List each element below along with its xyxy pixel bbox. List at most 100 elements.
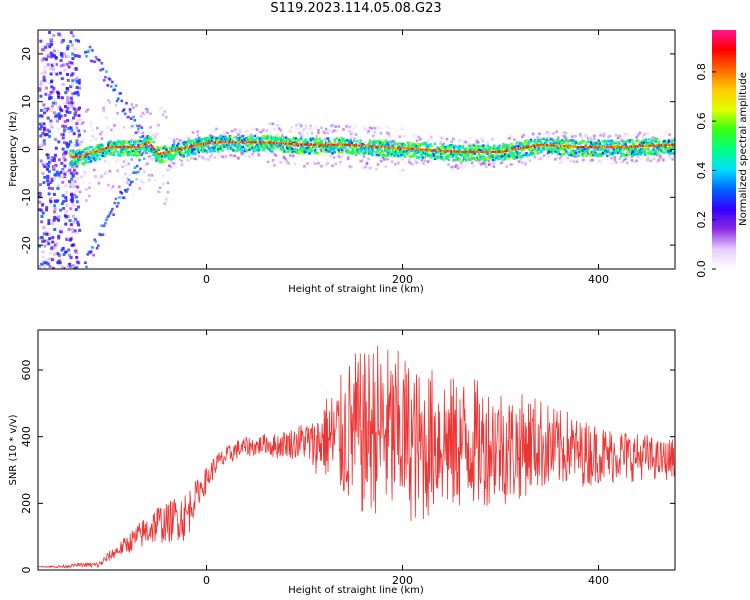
spectrogram-cell	[290, 147, 293, 150]
spectrogram-cell	[672, 147, 675, 150]
spectrogram-cell	[495, 156, 498, 159]
spectrogram-cell	[72, 174, 76, 178]
spectrogram-cell	[84, 51, 87, 54]
spectrogram-cell	[71, 165, 75, 168]
spectrogram-cell	[442, 158, 445, 161]
spectrogram-peak	[352, 144, 355, 147]
spectrogram-cell	[333, 151, 336, 154]
spectrogram-cell	[483, 155, 486, 159]
spectrogram-peak	[204, 142, 207, 145]
spectrogram-cell	[51, 267, 55, 269]
spectrogram-cell	[50, 80, 53, 84]
spectrogram-peak	[433, 149, 436, 152]
spectrogram-cell	[646, 152, 649, 155]
spectrogram-cell	[257, 153, 261, 157]
spectrogram-cell	[559, 141, 563, 145]
spectrogram-peak	[242, 141, 245, 144]
spectrogram-cell	[670, 141, 674, 145]
spectrogram-cell	[529, 140, 533, 143]
spectrogram-peak	[337, 143, 340, 146]
spectrogram-cell	[80, 151, 83, 154]
spectrogram-cell	[492, 165, 496, 169]
spectrogram-cell	[238, 136, 241, 140]
spectrogram-cell	[77, 114, 81, 118]
spectrogram-cell	[97, 147, 100, 150]
spectrogram-cell	[509, 153, 512, 156]
spectrogram-cell	[292, 136, 295, 140]
spectrogram-cell	[612, 148, 616, 151]
spectrogram-cell	[236, 136, 239, 140]
spectrogram-cell	[510, 143, 513, 146]
spectrogram-peak	[629, 145, 632, 148]
spectrogram-cell	[621, 144, 624, 147]
spectrogram-peak	[570, 145, 573, 148]
spectrogram-cell	[413, 143, 416, 146]
spectrogram-cell	[628, 140, 632, 143]
spectrogram-cell	[532, 140, 536, 143]
spectrogram-peak	[290, 142, 293, 145]
spectrogram-cell	[662, 158, 665, 162]
spectrogram-cell	[62, 141, 66, 145]
spectrogram-cell	[379, 159, 383, 163]
spectrogram-peak	[429, 148, 432, 151]
spectrogram-peak	[347, 143, 350, 146]
spectrogram-peak	[405, 147, 408, 150]
spectrogram-cell	[306, 133, 309, 136]
spectrogram-cell	[503, 153, 507, 156]
spectrogram-peak	[276, 142, 279, 144]
spectrogram-peak	[124, 146, 127, 149]
spectrogram-cell	[565, 150, 568, 153]
spectrogram-cell	[337, 146, 341, 149]
spectrogram-cell	[77, 223, 81, 227]
spectrogram-cell	[105, 116, 108, 120]
spectrogram-cell	[54, 153, 57, 157]
spectrogram-cell	[108, 78, 112, 81]
spectrogram-cell	[459, 161, 463, 164]
spectrogram-peak	[476, 150, 479, 153]
spectrogram-cell	[73, 229, 77, 233]
spectrogram-cell	[93, 156, 96, 160]
spectrogram-peak	[487, 150, 490, 153]
spectrogram-cell	[64, 222, 68, 226]
spectrogram-peak	[391, 146, 394, 149]
spectrogram-cell	[61, 247, 65, 250]
spectrogram-cell	[109, 85, 113, 88]
spectrogram-cell	[645, 148, 648, 151]
spectrogram-cell	[71, 79, 75, 83]
spectrogram-cell	[516, 158, 519, 161]
spectrogram-cell	[458, 147, 461, 150]
spectrogram-cell	[513, 138, 516, 141]
spectrogram-cell	[312, 152, 315, 155]
spectrogram-cell	[359, 141, 362, 145]
spectrogram-cell	[205, 157, 209, 161]
spectrogram-cell	[110, 148, 113, 151]
spectrogram-cell	[642, 141, 646, 144]
spectrogram-cell	[271, 122, 275, 126]
spectrogram-cell	[49, 119, 53, 123]
spectrogram-cell	[314, 162, 317, 165]
spectrogram-peak	[406, 147, 409, 150]
spectrogram-cell	[193, 157, 196, 160]
spectrogram-cell	[284, 157, 287, 161]
spectrogram-cell	[216, 139, 219, 143]
spectrogram-cell	[96, 154, 99, 157]
spectrogram-cell	[521, 155, 524, 159]
spectrogram-cell	[147, 155, 151, 158]
spectrogram-cell	[306, 162, 309, 165]
spectrogram-peak	[454, 150, 457, 153]
spectrogram-cell	[375, 167, 378, 171]
spectrogram-peak	[518, 147, 521, 150]
spectrogram-cell	[112, 153, 115, 156]
spectrogram-peak	[655, 144, 658, 147]
spectrogram-cell	[39, 134, 43, 138]
spectrogram-cell	[85, 265, 88, 269]
spectrogram-cell	[510, 135, 513, 138]
spectrogram-cell	[556, 147, 559, 150]
spectrogram-cell	[109, 210, 113, 213]
spectrogram-cell	[146, 110, 149, 114]
spectrogram-cell	[226, 131, 229, 135]
spectrogram-cell	[334, 129, 337, 132]
spectrogram-cell	[393, 141, 397, 145]
spectrogram-cell	[38, 244, 42, 248]
spectrogram-cell	[63, 120, 67, 123]
